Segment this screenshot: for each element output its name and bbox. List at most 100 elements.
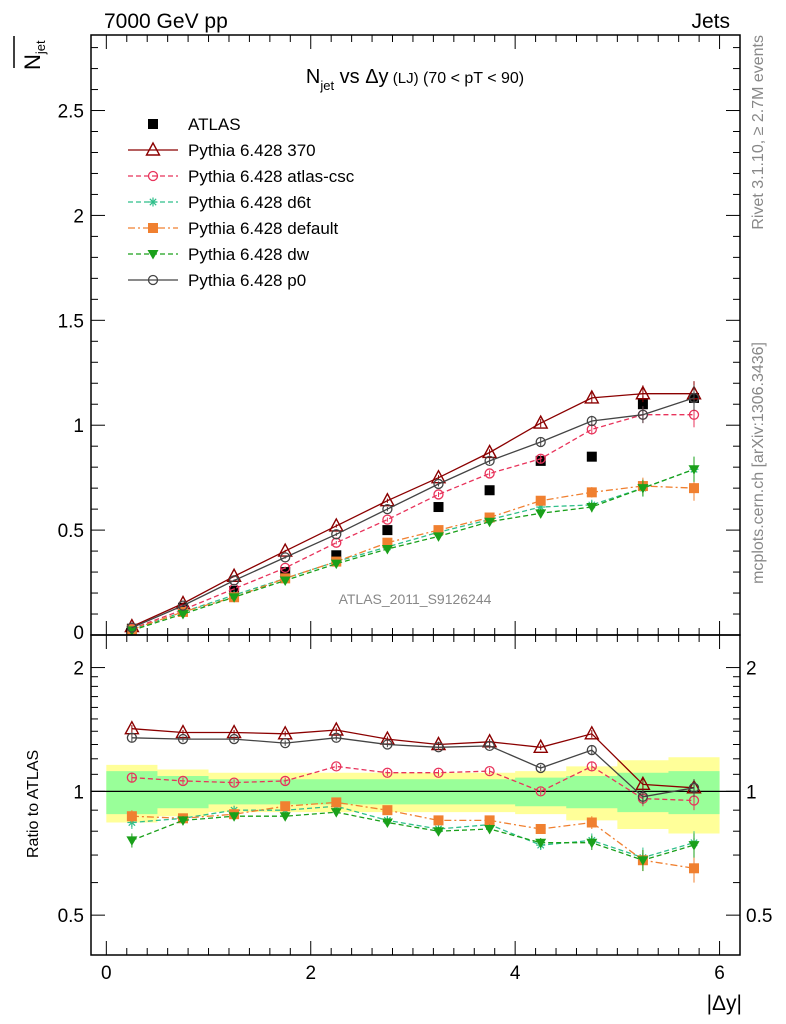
data-point — [637, 399, 648, 410]
legend: ATLAS Pythia 6.428 370 Pythia 6.428 atlas-… — [128, 115, 355, 290]
data-point — [330, 559, 342, 570]
x-tick-label: 6 — [714, 963, 725, 984]
ratio-y-tick-label-right: 2 — [746, 659, 757, 680]
ratio-series-5 — [126, 732, 700, 805]
data-point — [177, 610, 189, 620]
data-point — [584, 389, 600, 404]
ratio-point — [177, 816, 189, 826]
ratio-point — [328, 721, 344, 736]
legend-label: ATLAS — [188, 115, 241, 134]
ratio-point — [330, 808, 342, 818]
data-point — [484, 455, 495, 467]
ratio-point — [637, 856, 649, 866]
ratio-point — [484, 815, 495, 826]
legend-item: Pythia 6.428 default — [128, 219, 339, 238]
data-point — [586, 503, 598, 513]
ratio-point — [177, 733, 189, 745]
data-point — [586, 415, 597, 427]
ratio-point — [228, 777, 240, 788]
legend-marker — [148, 223, 158, 233]
data-point — [177, 600, 189, 611]
ratio-point — [484, 740, 495, 752]
legend-label: Pythia 6.428 p0 — [188, 271, 306, 290]
ratio-point — [535, 838, 547, 849]
data-point — [586, 487, 597, 498]
svg-text:Njet: Njet — [20, 40, 48, 70]
ratio-point — [381, 818, 393, 828]
data-point — [433, 478, 444, 490]
series-line — [131, 414, 694, 630]
data-point — [228, 593, 240, 603]
ratio-series-4 — [126, 808, 700, 872]
legend-label: Pythia 6.428 370 — [188, 141, 316, 160]
ratio-point — [535, 823, 546, 834]
data-point — [535, 436, 546, 448]
data-point — [533, 414, 549, 429]
ratio-point — [382, 739, 393, 750]
series-line — [131, 397, 695, 629]
series-line — [131, 468, 695, 631]
data-point — [126, 622, 138, 633]
data-point — [280, 562, 291, 574]
y-tick-label: 1 — [73, 416, 84, 437]
series-line — [131, 468, 695, 632]
data-point — [484, 485, 495, 496]
legend-marker — [147, 170, 159, 182]
ratio-line — [131, 765, 695, 802]
ratio-point — [533, 738, 549, 753]
ratio-point — [280, 801, 291, 812]
y-label-sub: jet — [33, 40, 48, 55]
ratio-line — [131, 801, 695, 869]
rivet-version-note: Rivet 3.1.10, ≥ 2.7M events — [750, 35, 767, 230]
ratio-point — [688, 782, 700, 793]
data-point — [331, 550, 342, 561]
legend-marker — [148, 119, 158, 129]
ratio-point — [331, 761, 342, 772]
ratio-point — [586, 838, 598, 849]
data-point — [382, 514, 393, 525]
plot-title: Njet vs Δy (LJ) (70 < pT < 90) — [306, 66, 524, 93]
ratio-point — [535, 762, 546, 774]
ratio-line — [131, 737, 695, 798]
data-point — [484, 512, 495, 523]
data-point — [126, 626, 138, 635]
series-line — [131, 485, 695, 631]
main-axes: 0.5 1 1.5 2 2.5 0 — [58, 35, 740, 644]
ratio-point — [126, 836, 138, 846]
data-point — [535, 453, 546, 464]
y-tick-label: 1.5 — [58, 311, 84, 332]
data-point — [637, 484, 649, 494]
x-axis-label: |Δy| — [707, 992, 742, 1015]
data-point — [586, 451, 597, 462]
ratio-point — [484, 765, 495, 777]
y-tick-label-zero: 0 — [73, 623, 84, 644]
ratio-y-tick-label: 0.5 — [58, 906, 84, 927]
ratio-point — [688, 841, 700, 851]
data-point — [228, 575, 240, 586]
y-label-main: N — [20, 54, 45, 70]
x-tick-label: 0 — [101, 963, 112, 984]
legend-label: Pythia 6.428 default — [188, 219, 339, 238]
legend-marker — [147, 250, 159, 260]
ratio-point — [689, 863, 700, 874]
data-point — [277, 542, 293, 557]
main-data-layer — [124, 381, 702, 635]
data-point — [535, 495, 546, 506]
ratio-data-layer — [91, 720, 740, 883]
legend-item: Pythia 6.428 p0 — [128, 271, 306, 290]
ratio-point — [382, 805, 393, 816]
header-left-label: 7000 GeV pp — [104, 10, 228, 33]
data-point — [382, 503, 393, 515]
data-point — [688, 465, 700, 475]
data-point — [433, 525, 444, 536]
mcplots-reference-note: mcplots.cern.ch [arXiv:1306.3436] — [750, 342, 767, 584]
y-tick-label: 2.5 — [58, 102, 84, 123]
legend-marker — [145, 141, 161, 156]
ratio-series-1 — [126, 761, 700, 811]
legend-label: Pythia 6.428 atlas-csc — [188, 167, 355, 186]
data-point — [280, 552, 291, 563]
legend-item: Pythia 6.428 370 — [128, 141, 316, 160]
ratio-point — [484, 824, 496, 835]
series-6 — [126, 385, 700, 633]
